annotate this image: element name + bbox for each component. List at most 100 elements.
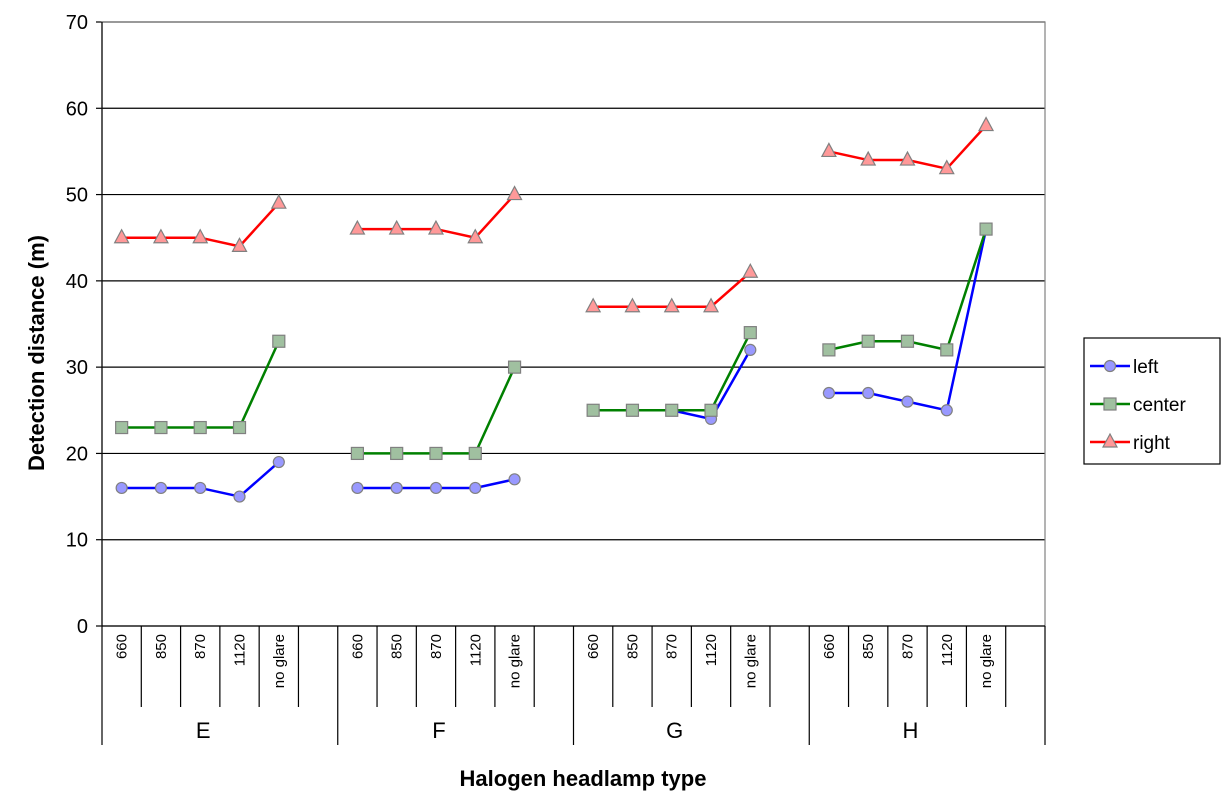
- data-point-right: [231, 237, 248, 252]
- data-point-right: [427, 219, 444, 235]
- subcategory-label: 850: [624, 634, 641, 659]
- subcategory-label: 1120: [232, 634, 249, 666]
- data-point-right: [585, 297, 602, 313]
- data-point-center: [900, 334, 915, 348]
- data-point-center: [822, 343, 836, 357]
- data-point-left: [940, 404, 953, 417]
- legend-label-left: left: [1133, 357, 1159, 378]
- y-axis-title: Detection distance (m): [24, 235, 49, 471]
- data-point-left: [822, 386, 835, 400]
- data-point-center: [586, 403, 600, 417]
- data-point-left: [901, 395, 914, 408]
- group-label: E: [196, 718, 211, 743]
- subcategory-label: no glare: [271, 634, 288, 688]
- data-point-center: [940, 343, 954, 357]
- data-point-center: [390, 446, 404, 461]
- y-tick-label: 50: [66, 185, 88, 207]
- series-layer: [113, 116, 995, 503]
- data-point-right: [152, 228, 169, 244]
- data-point-center: [232, 420, 247, 435]
- subcategory-label: 660: [585, 634, 602, 659]
- data-point-right: [467, 228, 484, 244]
- data-point-left: [194, 481, 207, 495]
- y-tick-label: 70: [66, 12, 88, 34]
- gridlines: [96, 21, 1045, 627]
- y-tick-label: 20: [66, 443, 88, 465]
- subcategory-label: 660: [821, 634, 838, 659]
- data-point-center: [861, 334, 875, 348]
- series-left: [115, 222, 993, 503]
- data-point-center: [350, 446, 364, 461]
- data-point-left: [154, 481, 168, 495]
- data-point-right: [388, 219, 405, 235]
- data-point-right: [820, 142, 837, 158]
- series-center: [115, 222, 993, 461]
- data-point-right: [506, 185, 523, 201]
- series-right: [113, 116, 995, 313]
- data-point-left: [469, 481, 482, 495]
- legend-marker-right: [1101, 432, 1119, 448]
- data-point-right: [270, 193, 287, 209]
- subcategory-label: no glare: [507, 634, 524, 688]
- data-point-center: [979, 222, 993, 236]
- data-point-right: [938, 159, 955, 175]
- data-point-right: [192, 228, 209, 244]
- subcategory-label: 870: [192, 634, 209, 659]
- x-axis-title: Halogen headlamp type: [460, 766, 707, 791]
- data-point-right: [663, 297, 680, 313]
- data-point-right: [899, 150, 916, 166]
- data-point-center: [625, 403, 640, 417]
- series-line-center: [357, 366, 516, 455]
- data-point-center: [193, 420, 207, 435]
- subcategory-label: 870: [428, 634, 445, 659]
- plot-area: [101, 21, 1046, 627]
- subcategory-label: 660: [349, 634, 366, 659]
- y-tick-labels: 0 10 20 30 40 50 60 70: [66, 12, 88, 638]
- subcategory-label: 1120: [467, 634, 484, 666]
- subcategory-label: 870: [664, 634, 681, 659]
- legend-marker-center: [1103, 397, 1117, 411]
- data-point-right: [703, 297, 720, 313]
- subcategory-label: 870: [899, 634, 916, 659]
- data-point-right: [113, 228, 130, 244]
- subcategory-label: 850: [389, 634, 406, 659]
- data-point-center: [704, 403, 718, 417]
- data-point-center: [115, 420, 129, 435]
- subcategory-label: no glare: [742, 634, 759, 688]
- legend-label-center: center: [1133, 395, 1186, 416]
- data-point-center: [743, 326, 757, 340]
- y-tick-label: 10: [66, 530, 88, 552]
- data-point-left: [429, 481, 443, 495]
- data-point-left: [272, 455, 285, 469]
- data-point-left: [508, 473, 521, 486]
- subcategory-label: 1120: [939, 634, 956, 666]
- data-point-left: [744, 343, 757, 356]
- data-point-right: [860, 150, 877, 166]
- data-point-center: [429, 446, 443, 461]
- data-point-left: [351, 481, 364, 495]
- legend-marker-left: [1103, 359, 1117, 373]
- x-category-axis: 660 850 870 1120 no glare E 660 850 870 1120 no gl…: [101, 626, 1046, 745]
- subcategory-label: 850: [153, 634, 170, 659]
- data-point-center: [154, 420, 168, 435]
- y-tick-label: 30: [66, 357, 88, 379]
- data-point-right: [624, 297, 641, 313]
- axes: [101, 21, 1046, 627]
- data-point-right: [349, 219, 366, 235]
- subcategory-label: 660: [114, 634, 131, 659]
- data-point-left: [115, 481, 128, 495]
- data-point-left: [862, 386, 875, 400]
- subcategory-label: 1120: [703, 634, 720, 666]
- data-point-center: [507, 360, 522, 374]
- legend: left center right: [1083, 337, 1221, 465]
- series-line-left: [828, 228, 988, 412]
- y-tick-label: 40: [66, 271, 88, 293]
- series-line-center: [593, 332, 752, 412]
- subcategory-label: no glare: [978, 634, 995, 688]
- data-point-center: [665, 403, 679, 417]
- subcategory-label: 850: [860, 634, 877, 659]
- series-line-center: [121, 340, 280, 429]
- y-tick-label: 60: [66, 98, 88, 120]
- group-label: F: [432, 718, 445, 743]
